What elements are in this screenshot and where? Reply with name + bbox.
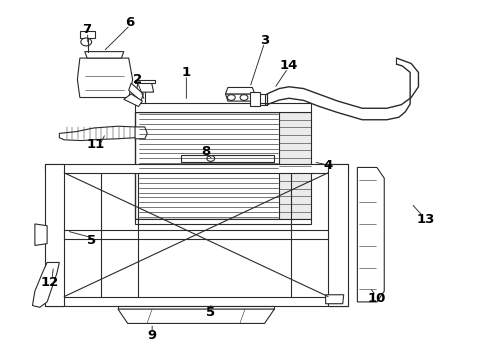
Text: 10: 10 [368,292,386,305]
Polygon shape [85,51,124,58]
Polygon shape [35,224,47,246]
Text: 14: 14 [280,59,298,72]
Circle shape [207,156,215,161]
Polygon shape [59,126,138,140]
Polygon shape [328,164,347,306]
Text: 7: 7 [82,23,91,36]
Polygon shape [135,80,155,83]
Circle shape [240,95,248,100]
Polygon shape [80,31,96,39]
Text: 2: 2 [133,73,142,86]
Polygon shape [225,94,255,101]
Polygon shape [129,83,144,101]
Text: 4: 4 [323,159,333,172]
Polygon shape [124,94,143,107]
Polygon shape [326,295,343,304]
Text: 5: 5 [206,306,216,319]
Text: 11: 11 [87,138,105,150]
Text: 12: 12 [41,276,59,289]
Polygon shape [118,309,274,323]
Text: 13: 13 [416,213,435,226]
Polygon shape [45,297,347,306]
Polygon shape [118,306,274,309]
Polygon shape [135,127,147,139]
Polygon shape [225,87,255,94]
Text: 1: 1 [182,66,191,79]
Polygon shape [357,167,384,302]
Polygon shape [135,220,311,224]
Polygon shape [181,155,274,162]
Polygon shape [135,103,311,112]
Text: 3: 3 [260,33,269,47]
Polygon shape [136,83,154,92]
Text: 6: 6 [125,16,135,29]
Polygon shape [45,164,347,173]
Text: 8: 8 [201,145,211,158]
Polygon shape [279,112,311,220]
Text: 5: 5 [87,234,96,247]
Polygon shape [77,58,133,98]
Polygon shape [250,92,260,107]
Text: 9: 9 [147,329,157,342]
Polygon shape [32,262,59,307]
Polygon shape [64,230,328,239]
Polygon shape [45,164,64,306]
Circle shape [227,95,235,100]
Polygon shape [135,112,282,220]
Circle shape [81,38,92,46]
